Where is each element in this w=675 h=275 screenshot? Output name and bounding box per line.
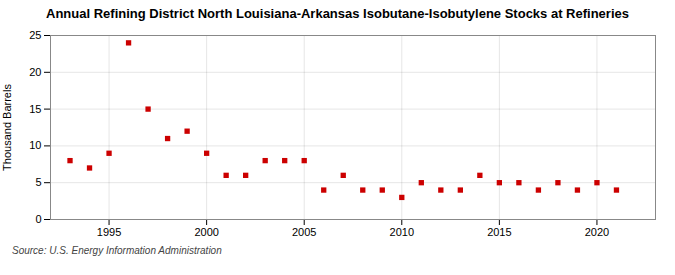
svg-text:10: 10	[29, 139, 41, 151]
svg-text:1995: 1995	[97, 226, 121, 238]
svg-text:Thousand Barrels: Thousand Barrels	[1, 84, 13, 171]
svg-text:2010: 2010	[390, 226, 414, 238]
svg-text:2000: 2000	[194, 226, 218, 238]
svg-text:2005: 2005	[292, 226, 316, 238]
svg-text:2020: 2020	[585, 226, 609, 238]
svg-text:25: 25	[29, 29, 41, 41]
svg-text:5: 5	[35, 176, 41, 188]
html-text:Source: U.S. Energy Informatio: Source: U.S. Energy Information Administ…	[12, 245, 222, 256]
svg-text:20: 20	[29, 66, 41, 78]
svg-text:2015: 2015	[487, 226, 511, 238]
svg-text:15: 15	[29, 103, 41, 115]
svg-text:0: 0	[35, 213, 41, 225]
html-text:Annual Refining District North: Annual Refining District North Louisiana…	[46, 6, 629, 21]
